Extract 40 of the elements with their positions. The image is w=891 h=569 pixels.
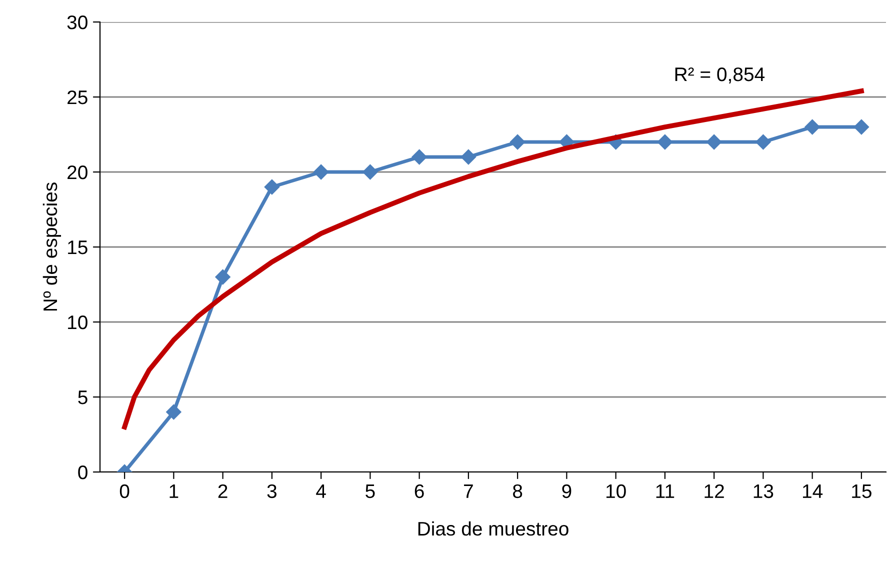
point <box>215 269 230 285</box>
y-tick-label: 5 <box>78 390 88 404</box>
x-tick-label: 0 <box>120 484 130 498</box>
x-tick-label: 4 <box>316 484 326 498</box>
x-tick-label: 10 <box>606 484 626 498</box>
x-tick-label: 12 <box>704 484 724 498</box>
point <box>854 119 870 135</box>
point <box>706 134 722 150</box>
y-tick-label: 0 <box>78 465 88 480</box>
x-tick-label: 14 <box>802 484 823 498</box>
y-axis-title: Nº de especies <box>42 182 62 311</box>
x-tick-label: 5 <box>366 484 375 498</box>
x-tick-label: 6 <box>414 484 424 498</box>
y-tick-label: 10 <box>68 315 88 330</box>
point <box>264 179 280 195</box>
annotation: R² = 0,854 <box>675 67 765 84</box>
y-tick-label: 30 <box>67 15 88 30</box>
x-tick-label: 11 <box>656 484 674 498</box>
x-tick-label: 2 <box>218 484 228 498</box>
point <box>362 164 378 180</box>
point <box>657 134 673 150</box>
x-tick-label: 3 <box>267 484 276 498</box>
x-tick-label: 8 <box>513 484 522 498</box>
y-tick-label: 20 <box>68 165 88 180</box>
point <box>804 119 820 135</box>
point <box>313 164 329 180</box>
point <box>166 404 182 420</box>
y-tick-label: 15 <box>68 240 88 254</box>
line-series <box>122 88 864 430</box>
x-tick-label: 13 <box>754 484 774 498</box>
x-tick-label: 1 <box>170 484 178 498</box>
x-tick-label: 7 <box>464 484 473 498</box>
point <box>460 149 476 165</box>
x-tick-label: 9 <box>562 484 572 498</box>
x-tick-label: 15 <box>852 484 872 498</box>
x-axis-title: Dias de muestreo <box>418 521 568 536</box>
point <box>756 134 771 150</box>
point <box>412 149 427 165</box>
y-tick-label: 25 <box>68 90 88 104</box>
point <box>510 134 526 150</box>
